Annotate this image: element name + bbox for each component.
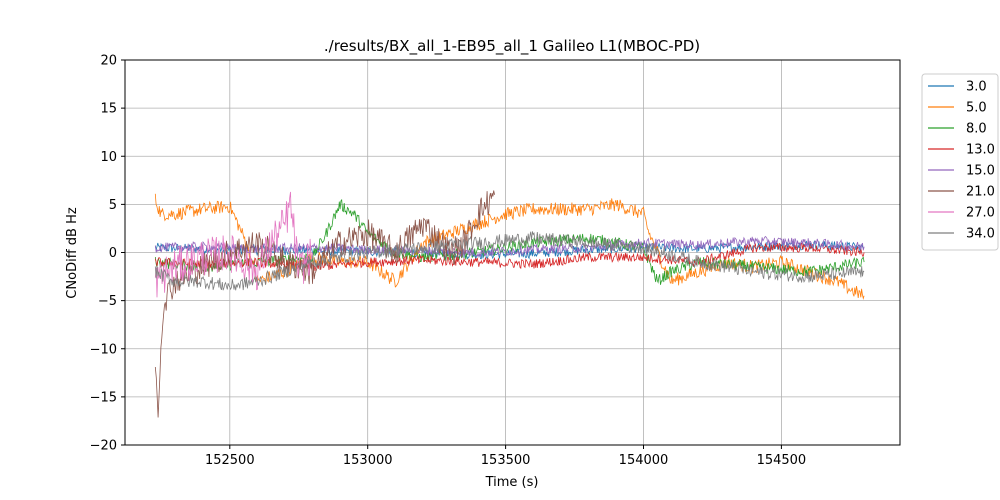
x-tick-label: 153500 <box>481 453 531 468</box>
legend-label: 3.0 <box>966 80 987 95</box>
legend-label: 13.0 <box>966 143 995 158</box>
y-tick-label: −15 <box>90 390 117 405</box>
series-line-0 <box>154 240 865 260</box>
series-line-5 <box>154 190 495 418</box>
y-tick-label: 20 <box>100 54 117 69</box>
series-line-7 <box>154 231 865 291</box>
legend: 3.0 5.0 8.0 13.0 15.0 21.0 27.0 34.0 <box>921 73 999 251</box>
y-tick-label: 0 <box>109 246 117 261</box>
y-axis-label: CNoDiff dB Hz <box>65 207 80 299</box>
y-tick-label: 10 <box>100 150 117 165</box>
y-tick-label: 5 <box>109 198 117 213</box>
legend-label: 5.0 <box>966 101 987 116</box>
y-tick-label: 15 <box>100 102 117 117</box>
series-line-6 <box>154 191 313 298</box>
y-axis: −20 −15 −10 −5 0 5 10 15 20 <box>90 54 125 454</box>
x-tick-label: 154000 <box>619 453 669 468</box>
legend-label: 21.0 <box>966 185 995 200</box>
legend-box <box>921 73 999 251</box>
series-lines <box>154 190 865 418</box>
chart-title: ./results/BX_all_1-EB95_all_1 Galileo L1… <box>324 37 700 56</box>
x-tick-label: 152500 <box>205 453 255 468</box>
series-line-3 <box>154 242 865 271</box>
series-line-4 <box>154 235 865 259</box>
legend-label: 34.0 <box>966 227 995 242</box>
x-tick-label: 153000 <box>343 453 393 468</box>
x-tick-label: 154500 <box>757 453 807 468</box>
legend-label: 27.0 <box>966 206 995 221</box>
y-tick-label: −5 <box>98 294 117 309</box>
legend-label: 15.0 <box>966 164 995 179</box>
x-axis-label: Time (s) <box>485 475 539 490</box>
y-tick-label: −10 <box>90 342 117 357</box>
legend-label: 8.0 <box>966 122 987 137</box>
x-axis: 152500 153000 153500 154000 154500 <box>205 445 806 468</box>
y-tick-label: −20 <box>90 439 117 454</box>
